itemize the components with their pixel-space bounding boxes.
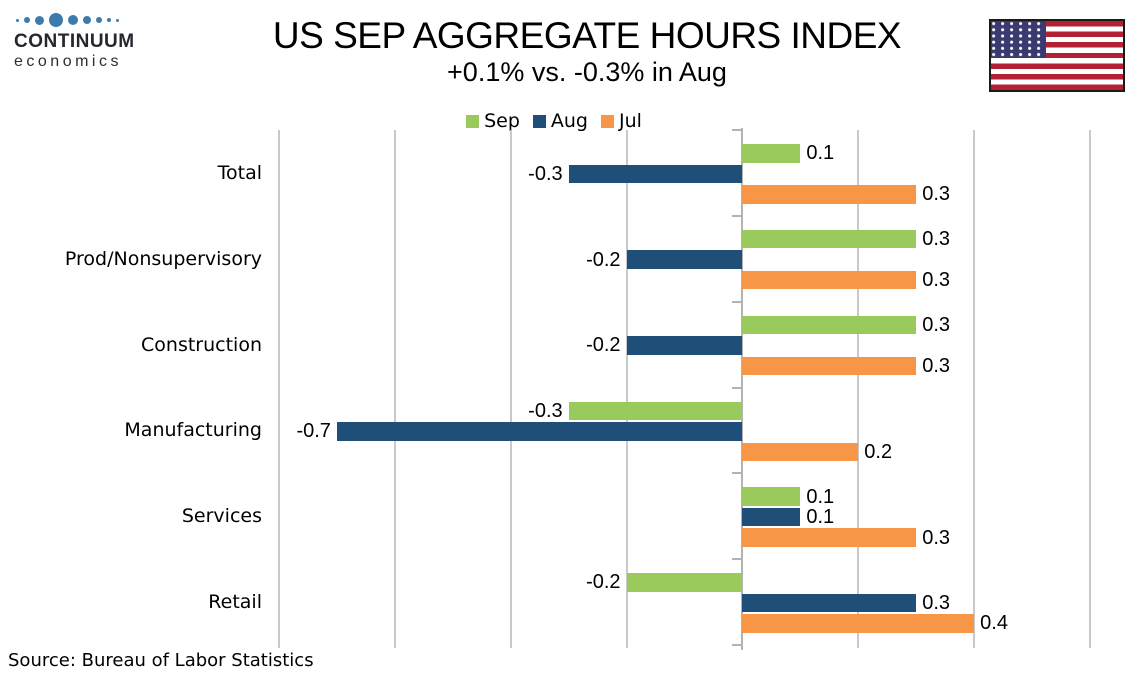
bar-jul-total [742, 185, 917, 204]
continuum-logo: CONTINUUM economics [14, 12, 135, 71]
chart-title: US SEP AGGREGATE HOURS INDEX [272, 15, 902, 56]
legend-item-aug: Aug [532, 110, 588, 132]
bar-aug-construction [626, 336, 743, 355]
gridline [1089, 130, 1091, 648]
value-label: -0.3 [528, 399, 563, 422]
axis-tick [732, 300, 742, 303]
bar-aug-retail [742, 593, 917, 613]
bar-jul-services [742, 528, 917, 547]
flag-canton [991, 21, 1046, 59]
axis-tick [732, 214, 742, 217]
legend-item-sep: Sep [466, 111, 520, 131]
value-label: 0.1 [806, 485, 835, 508]
value-label: 0.1 [806, 142, 835, 165]
category-label: Prod/Nonsupervisory [64, 247, 262, 270]
legend-label: Aug [550, 110, 588, 132]
axis-tick [732, 472, 742, 475]
value-label: 0.2 [864, 440, 893, 463]
legend-swatch-jul [600, 114, 614, 128]
value-label: 0.1 [806, 506, 835, 529]
value-label: -0.3 [528, 162, 563, 185]
value-label: -0.7 [296, 420, 331, 443]
gridline [509, 130, 512, 648]
axis-tick [732, 129, 742, 131]
zero-axis-line [741, 128, 744, 650]
bar-sep-manufacturing [568, 401, 743, 420]
gridline [857, 130, 860, 648]
legend-swatch-sep [466, 114, 480, 128]
bar-aug-total [568, 164, 743, 183]
bar-jul-construction [742, 356, 917, 376]
value-label: 0.4 [980, 612, 1008, 635]
bar-sep-total [742, 144, 801, 163]
chart-subtitle: +0.1% vs. -0.3% in Aug [447, 57, 727, 87]
value-label: -0.2 [586, 248, 621, 271]
value-label: 0.3 [922, 313, 951, 336]
value-label: 0.3 [922, 526, 951, 549]
bar-jul-manufacturing [742, 442, 859, 461]
axis-tick [732, 644, 742, 646]
category-label: Total [217, 161, 262, 184]
axis-tick [732, 558, 742, 561]
legend-label: Sep [484, 110, 520, 132]
bar-aug-prod-nonsupervisory [626, 250, 743, 269]
value-label: 0.3 [922, 228, 951, 251]
category-label: Construction [141, 333, 262, 356]
value-label: 0.3 [922, 269, 951, 292]
legend: Sep Aug Jul [0, 111, 1108, 131]
gridline [393, 130, 396, 648]
legend-item-jul: Jul [600, 110, 642, 132]
bar-aug-services [742, 507, 801, 527]
gridline [625, 130, 628, 648]
value-label: -0.2 [586, 334, 621, 357]
value-label: -0.2 [586, 571, 621, 594]
axis-tick [732, 386, 742, 389]
value-label: 0.3 [922, 591, 951, 614]
category-label: Services [181, 505, 262, 528]
us-flag-icon [989, 19, 1125, 92]
value-label: 0.3 [922, 183, 951, 206]
category-label: Manufacturing [124, 419, 262, 442]
logo-subtext: economics [14, 53, 122, 70]
bar-aug-manufacturing [336, 422, 743, 441]
value-label: 0.3 [922, 354, 951, 377]
gridline [278, 130, 280, 648]
logo-dots-icon [16, 12, 135, 28]
source-note: Source: Bureau of Labor Statistics [8, 650, 314, 671]
bar-jul-retail [742, 614, 975, 633]
legend-swatch-aug [532, 114, 546, 128]
bar-sep-retail [626, 573, 743, 592]
logo-wordmark: CONTINUUM [14, 31, 135, 52]
bar-sep-construction [742, 315, 917, 335]
category-label: Retail [208, 591, 262, 614]
bar-sep-prod-nonsupervisory [742, 229, 917, 249]
gridline [973, 130, 976, 648]
bar-jul-prod-nonsupervisory [742, 270, 917, 290]
legend-label: Jul [618, 110, 642, 132]
bar-sep-services [742, 487, 801, 506]
